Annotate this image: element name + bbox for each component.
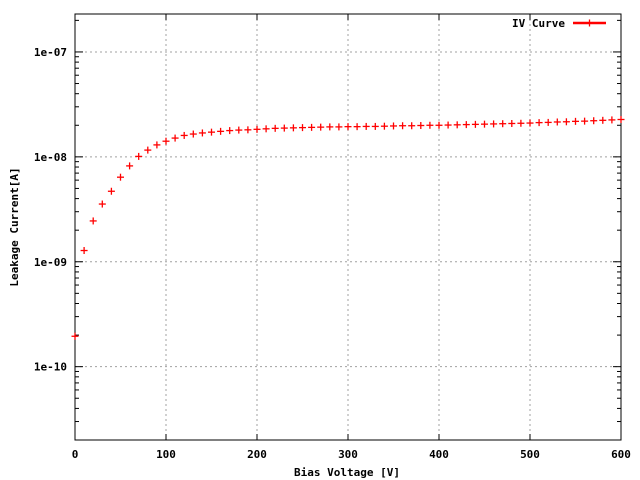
data-point — [590, 117, 598, 125]
data-point — [180, 131, 188, 139]
y-tick-label: 1e-08 — [34, 151, 67, 164]
data-point — [117, 173, 124, 181]
legend-plus-marker — [586, 19, 593, 27]
data-point — [198, 129, 206, 137]
data-point — [399, 122, 407, 130]
data-point — [271, 124, 279, 132]
data-point — [144, 146, 152, 154]
data-point — [353, 123, 361, 131]
data-point — [253, 125, 261, 133]
data-point — [208, 128, 215, 136]
series-points — [71, 116, 625, 340]
data-point — [562, 118, 570, 126]
data-point — [326, 123, 334, 131]
data-point — [262, 125, 270, 133]
data-point — [426, 121, 434, 129]
data-point — [444, 121, 452, 129]
data-point — [499, 120, 507, 128]
y-axis-label: Leakage Current[A] — [8, 167, 21, 286]
data-point — [490, 120, 498, 128]
data-point — [471, 120, 479, 128]
data-point — [462, 121, 470, 129]
x-tick-labels: 0 100 200 300 400 500 600 — [72, 448, 631, 461]
x-axis-label: Bias Voltage [V] — [294, 466, 400, 479]
data-point — [299, 124, 306, 132]
x-tick-label: 600 — [611, 448, 631, 461]
data-point — [535, 119, 543, 127]
data-point — [453, 121, 461, 129]
data-point — [617, 116, 625, 124]
data-point — [189, 130, 197, 138]
data-point — [481, 120, 488, 128]
x-tick-label: 500 — [520, 448, 540, 461]
data-point — [71, 332, 79, 340]
x-tick-label: 0 — [72, 448, 79, 461]
data-point — [244, 126, 252, 134]
y-tick-label: 1e-10 — [34, 361, 67, 374]
x-tick-label: 400 — [429, 448, 449, 461]
legend-entry-label: IV Curve — [512, 17, 565, 30]
data-point — [317, 123, 325, 131]
data-point — [362, 122, 370, 130]
y-tick-label: 1e-09 — [34, 256, 67, 269]
data-point — [408, 122, 416, 130]
data-point — [572, 117, 579, 125]
data-point — [280, 124, 288, 132]
x-tick-label: 200 — [247, 448, 267, 461]
data-point — [153, 141, 161, 149]
data-point — [235, 126, 243, 134]
plot-frame — [74, 13, 622, 441]
data-point — [217, 127, 225, 135]
data-point — [544, 118, 552, 126]
data-point — [553, 118, 561, 126]
data-point — [135, 152, 143, 160]
data-point — [335, 123, 343, 131]
data-point — [126, 162, 134, 170]
data-point — [581, 117, 589, 125]
x-tick-label: 100 — [156, 448, 176, 461]
legend: IV Curve — [512, 17, 606, 30]
data-point — [417, 122, 425, 130]
data-point — [80, 247, 88, 255]
data-point — [98, 200, 106, 208]
data-point — [380, 122, 388, 130]
data-point — [599, 116, 607, 124]
data-point — [162, 137, 170, 145]
x-tick-label: 300 — [338, 448, 358, 461]
data-point — [390, 122, 397, 130]
data-point — [107, 187, 115, 195]
data-point — [435, 121, 443, 129]
data-point — [89, 217, 97, 225]
data-point — [308, 123, 316, 131]
data-point — [517, 119, 525, 127]
axis-ticks — [74, 14, 622, 441]
legend-marker — [586, 19, 593, 27]
data-point — [508, 119, 516, 127]
data-point — [171, 134, 179, 142]
y-tick-labels: 1e-10 1e-09 1e-08 1e-07 — [34, 46, 67, 374]
data-point — [289, 124, 297, 132]
data-point — [344, 123, 352, 131]
y-tick-label: 1e-07 — [34, 46, 67, 59]
grid — [75, 14, 621, 440]
data-point — [371, 122, 379, 130]
data-point — [608, 116, 616, 124]
data-point — [526, 119, 534, 127]
data-point — [226, 127, 234, 135]
